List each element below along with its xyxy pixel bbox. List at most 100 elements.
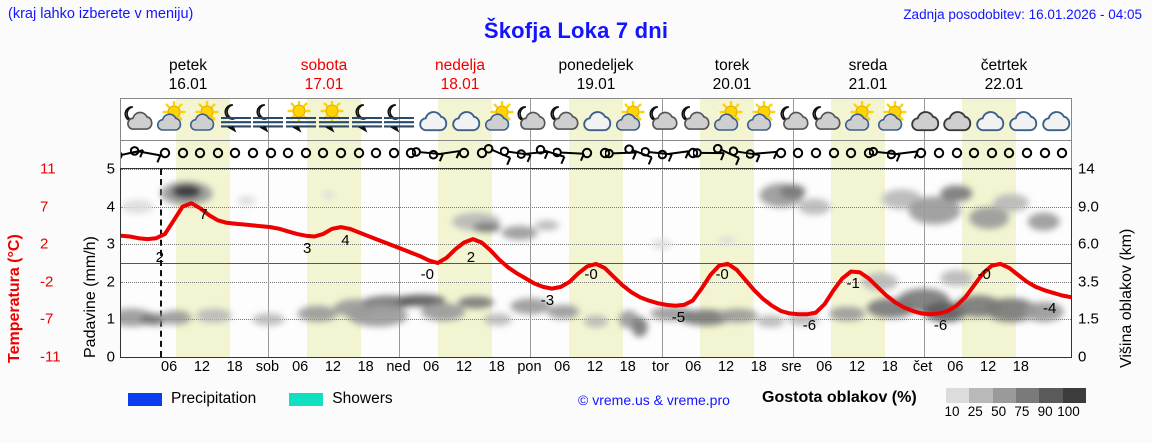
day-separator [792,169,794,357]
day-date: 21.01 [848,76,888,93]
daylight-band [437,141,493,168]
temperature-point-label: -0 [977,266,991,283]
temperature-point-label: -6 [933,317,948,335]
sun-cloud-icon [743,100,777,137]
cloud-ramp-step [1039,388,1063,403]
temperature-point-label: 7 [199,206,208,224]
day-date: 16.01 [168,76,208,93]
wind-calm-icon [817,141,851,167]
wind-calm-icon [992,141,1026,167]
precipitation-legend: Precipitation Showers [128,390,417,408]
wind-barb-strip [120,140,1072,168]
cloud-height-tick-label: 14 [1078,160,1095,178]
showers-swatch [289,392,324,406]
x-tick-label: 18 [619,359,636,375]
cloud-blue-icon [1038,101,1071,137]
moon-cloud-icon [808,101,842,137]
temperature-tick-label: -11 [40,348,61,366]
day-name: ponedeljek [558,57,634,74]
x-tick-label: 06 [685,359,702,375]
x-tick-label: 06 [292,359,309,375]
cloud-ramp-label: 100 [1057,404,1080,419]
sun-cloud-icon [186,100,220,137]
temperature-point-label: -3 [540,291,555,309]
x-tick-label: 12 [848,359,866,375]
x-tick-label: 12 [324,359,341,375]
day-name: torek [714,57,750,74]
day-separator [399,99,401,140]
wind-calm-icon [570,141,604,167]
wind-calm-icon [1045,141,1071,167]
daylight-band [306,141,362,168]
wind-calm-icon [975,141,1009,167]
x-tick-label: 06 [947,359,964,375]
current-time-line [159,169,162,357]
page-title: Škofja Loka 7 dni [483,18,669,43]
menu-hint-text: (kraj lahko izberete v meniju) [8,6,194,22]
day-header-sreda: sreda 21.01 [800,56,936,96]
precipitation-tick-label: 3 [106,235,115,253]
temperature-point-label: -6 [802,317,817,335]
day-date: 18.01 [440,76,480,93]
sun-cloud-icon [612,100,646,137]
horizontal-gridline [121,281,1071,283]
cloud-ramp-label: 10 [944,404,960,419]
day-header-ponedeljek: ponedeljek 19.01 [528,56,664,96]
copyright-text[interactable]: © vreme.us & vreme.pro [578,392,730,408]
wind-calm-icon [799,141,833,167]
showers-legend-label: Showers [332,390,393,407]
sun-cloud-icon [841,100,875,137]
day-separator [268,141,270,168]
wind-calm-icon [166,141,200,167]
precipitation-tick-label: 5 [106,160,115,178]
cloud-grey-icon [907,101,941,137]
cloud-ramp-label: 75 [1014,404,1030,419]
day-separator [661,141,663,168]
day-separator [661,169,663,357]
wind-calm-icon [588,141,622,167]
day-date: 20.01 [712,76,752,93]
horizontal-gridline [121,357,1071,358]
cloud-ramp-label: 25 [967,404,983,419]
precipitation-tick-label: 0 [106,348,115,366]
wind-barb-icon [130,141,164,167]
moon-fog-icon [219,101,253,137]
wind-calm-icon [676,141,710,167]
x-tick-label: tor [652,359,669,375]
precipitation-swatch [128,392,162,406]
wind-calm-icon [940,141,974,167]
wind-calm-icon [922,141,956,167]
x-tick-label: 06 [554,359,571,375]
day-name: petek [169,57,207,74]
day-header-torek: torek 20.01 [664,56,800,96]
cloud-ramp-step [1015,388,1040,403]
day-separator [268,169,270,357]
x-tick-label: sre [781,359,802,375]
wind-calm-icon [201,141,235,167]
cloud-blue-icon [1005,101,1039,137]
wind-calm-icon [852,141,886,167]
cloud-height-tick-label: 0 [1078,348,1087,366]
x-tick-label: 18 [1012,359,1029,375]
moon-cloud-icon [776,101,810,137]
day-date: 22.01 [984,76,1024,93]
temperature-point-label: -4 [1043,300,1057,318]
horizontal-gridline [121,244,1071,246]
cloud-ramp-step [946,388,970,403]
cloud-blue-icon [415,101,449,137]
x-tick-label: 12 [717,359,735,375]
weather-icon-strip [120,98,1072,140]
x-tick-label: 18 [488,359,505,375]
moon-cloud-icon [546,101,580,137]
sun-cloud-icon [874,100,908,137]
moon-fog-icon [382,101,416,137]
day-header-nedelja: nedelja 18.01 [392,56,528,96]
day-separator [530,169,532,357]
temperature-point-label: 3 [303,240,312,258]
x-tick-label: 12 [193,359,210,375]
temperature-point-label: 2 [466,248,476,266]
cloud-blue-icon [579,101,613,137]
moon-cloud-icon [513,101,547,137]
wind-calm-icon [394,141,428,167]
sun-cloud-icon [153,100,187,137]
